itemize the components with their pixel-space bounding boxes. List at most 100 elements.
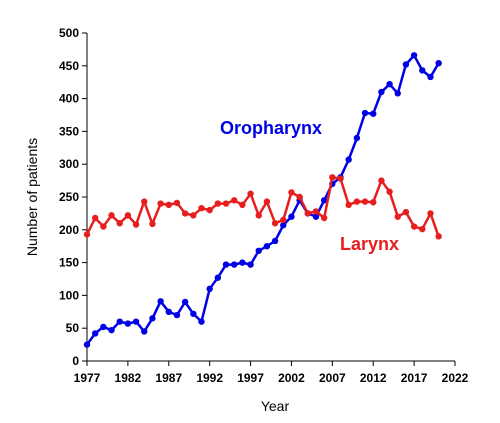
oropharynx-point xyxy=(345,156,352,163)
larynx-point xyxy=(410,223,418,230)
x-tick-label: 2012 xyxy=(360,371,387,385)
oropharynx-point xyxy=(419,67,426,74)
oropharynx-point xyxy=(353,134,361,142)
larynx-series-label: Larynx xyxy=(340,234,399,254)
larynx-point xyxy=(435,233,442,240)
larynx-point xyxy=(100,223,107,230)
x-tick-label: 2022 xyxy=(442,371,469,385)
larynx-point xyxy=(320,214,328,222)
oropharynx-point xyxy=(214,274,222,281)
series-layer xyxy=(83,52,442,348)
oropharynx-point xyxy=(100,323,107,331)
y-tick-label: 100 xyxy=(59,288,79,302)
oropharynx-series-label: Oropharynx xyxy=(220,118,322,138)
larynx-point xyxy=(394,213,401,220)
larynx-point xyxy=(91,214,99,222)
oropharynx-point xyxy=(190,310,197,317)
oropharynx-point xyxy=(247,261,254,268)
larynx-point xyxy=(141,198,148,205)
larynx-point xyxy=(288,189,295,196)
larynx-point xyxy=(231,197,238,204)
oropharynx-point xyxy=(132,318,140,325)
x-tick-label: 1982 xyxy=(115,371,142,385)
larynx-point xyxy=(181,210,189,217)
larynx-point xyxy=(157,200,164,207)
oropharynx-point xyxy=(370,110,377,117)
oropharynx-point xyxy=(410,52,418,59)
oropharynx-point xyxy=(378,88,385,96)
larynx-point xyxy=(263,198,271,205)
larynx-point xyxy=(427,210,434,217)
oropharynx-point xyxy=(173,311,181,319)
oropharynx-point xyxy=(255,247,262,254)
larynx-point xyxy=(206,206,213,214)
larynx-point xyxy=(108,212,115,219)
y-ticks: 0 50 100 150 200 250 300 350 400 450 500 xyxy=(59,26,87,368)
y-tick-label: 450 xyxy=(59,59,79,73)
larynx-point xyxy=(198,204,205,212)
oropharynx-point xyxy=(386,80,393,88)
oropharynx-point xyxy=(198,318,205,325)
oropharynx-point xyxy=(280,222,287,229)
larynx-point xyxy=(271,220,279,227)
oropharynx-point xyxy=(157,298,164,305)
larynx-line xyxy=(85,176,440,237)
oropharynx-point xyxy=(263,243,271,250)
larynx-point xyxy=(124,212,132,219)
oropharynx-line xyxy=(85,54,440,346)
larynx-point xyxy=(255,212,262,219)
x-tick-label: 2002 xyxy=(278,371,305,385)
oropharynx-point xyxy=(435,59,442,67)
larynx-point xyxy=(222,200,230,207)
larynx-point xyxy=(386,188,393,195)
larynx-point xyxy=(353,198,361,205)
oropharynx-point xyxy=(116,318,123,325)
oropharynx-series xyxy=(83,52,442,348)
y-tick-label: 0 xyxy=(72,354,79,368)
oropharynx-point xyxy=(222,261,230,268)
larynx-point xyxy=(190,212,197,219)
larynx-point xyxy=(280,216,287,224)
oropharynx-point xyxy=(239,259,246,266)
oropharynx-point xyxy=(271,237,279,245)
larynx-point xyxy=(173,199,181,207)
x-axis-title: Year xyxy=(261,398,290,414)
y-tick-label: 400 xyxy=(59,92,79,106)
y-axis-title: Number of patients xyxy=(24,138,40,256)
y-tick-label: 300 xyxy=(59,157,79,171)
larynx-point xyxy=(378,177,385,184)
larynx-point xyxy=(304,210,311,217)
x-tick-label: 2017 xyxy=(401,371,428,385)
oropharynx-point xyxy=(361,109,369,117)
larynx-point xyxy=(370,199,377,206)
larynx-point xyxy=(312,208,320,215)
oropharynx-point xyxy=(288,213,295,220)
oropharynx-point xyxy=(124,320,132,327)
x-tick-label: 1977 xyxy=(74,371,101,385)
larynx-series xyxy=(83,174,442,240)
oropharynx-point xyxy=(231,261,238,268)
oropharynx-point xyxy=(427,73,434,81)
oropharynx-point xyxy=(83,341,91,348)
larynx-point xyxy=(116,220,123,227)
x-tick-label: 1997 xyxy=(237,371,264,385)
larynx-point xyxy=(296,193,303,201)
oropharynx-point xyxy=(165,308,172,315)
larynx-point xyxy=(132,221,140,228)
y-tick-label: 50 xyxy=(66,321,80,335)
oropharynx-point xyxy=(91,330,99,337)
oropharynx-point xyxy=(149,315,156,322)
x-tick-label: 1987 xyxy=(155,371,182,385)
oropharynx-point xyxy=(108,326,115,334)
larynx-point xyxy=(402,208,410,216)
larynx-point xyxy=(247,190,254,197)
larynx-point xyxy=(345,201,352,209)
y-tick-label: 250 xyxy=(59,190,79,204)
oropharynx-point xyxy=(312,213,320,220)
larynx-point xyxy=(361,198,369,205)
y-tick-label: 200 xyxy=(59,223,79,237)
oropharynx-point xyxy=(206,285,213,293)
y-tick-label: 150 xyxy=(59,256,79,270)
y-tick-label: 350 xyxy=(59,124,79,138)
